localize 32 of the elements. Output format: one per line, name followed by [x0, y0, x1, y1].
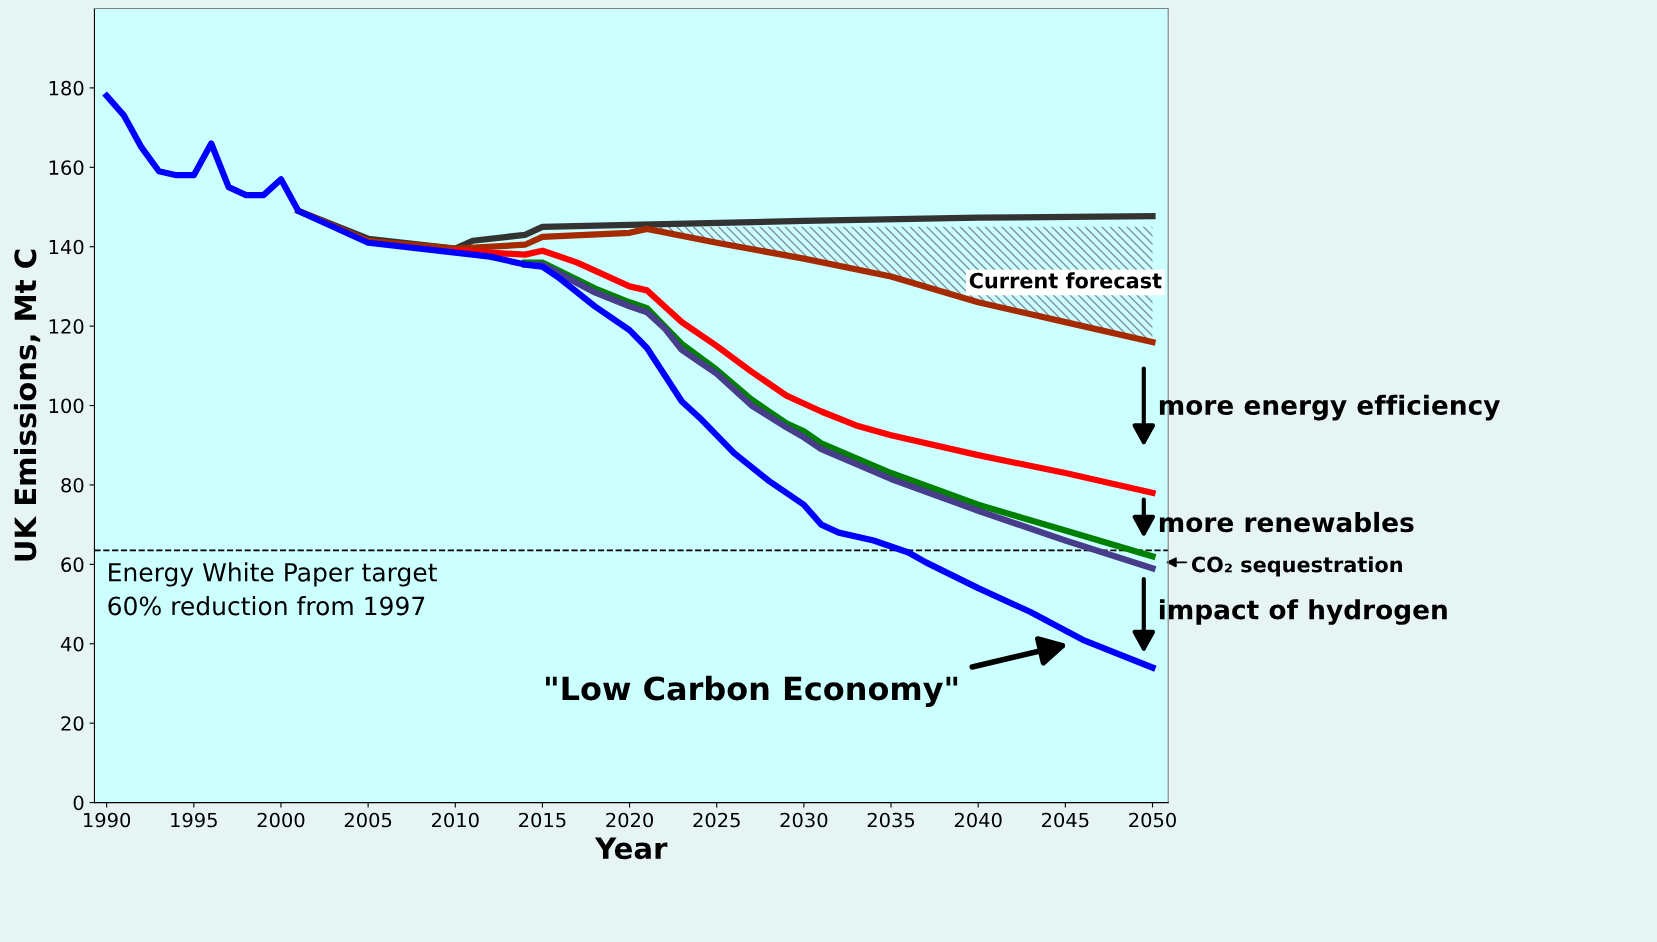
- x-tick-label: 2015: [519, 812, 566, 828]
- y-tick-label: 60: [61, 557, 84, 573]
- x-tick-label: 2045: [1042, 812, 1089, 828]
- y-tick-label: 160: [49, 160, 84, 175]
- x-tick-label: 2035: [867, 812, 915, 828]
- y-tick-label: 180: [49, 80, 84, 96]
- x-tick-label: 2030: [780, 812, 828, 828]
- annotation: more renewables: [1159, 511, 1414, 533]
- x-tick-label: 2050: [1129, 812, 1176, 828]
- x-tick-label: 2040: [954, 812, 1002, 828]
- y-tick-label: 20: [61, 716, 84, 731]
- y-tick-label: 0: [73, 795, 84, 811]
- x-tick-label: 2025: [693, 812, 740, 828]
- x-tick-label: 2005: [344, 812, 392, 828]
- annotation: impact of hydrogen: [1159, 599, 1447, 625]
- x-tick-label: 1995: [171, 812, 217, 828]
- y-tick-label: 80: [61, 477, 84, 493]
- x-tick-label: 2010: [431, 812, 479, 828]
- annotation: Current forecast: [969, 272, 1162, 289]
- ref-line-label: Energy White Paper target 60% reduction from 1997: [108, 562, 437, 616]
- y-tick-label: 100: [49, 398, 84, 414]
- x-tick-label: 2020: [606, 812, 654, 828]
- x-tick-label: 1990: [84, 812, 131, 828]
- text: CO₂ sequestration: [1191, 556, 1402, 577]
- annotation: "Low Carbon Economy": [546, 675, 958, 707]
- x-axis-title: Year: [594, 837, 668, 860]
- y-axis-title: UK Emissions, Mt C: [13, 249, 41, 561]
- y-tick-label: 40: [60, 636, 84, 652]
- x-tick-label: 2000: [257, 812, 305, 828]
- y-tick-label: 140: [49, 239, 84, 255]
- annotation: more energy efficiency: [1159, 394, 1500, 421]
- y-tick-label: 120: [49, 319, 84, 334]
